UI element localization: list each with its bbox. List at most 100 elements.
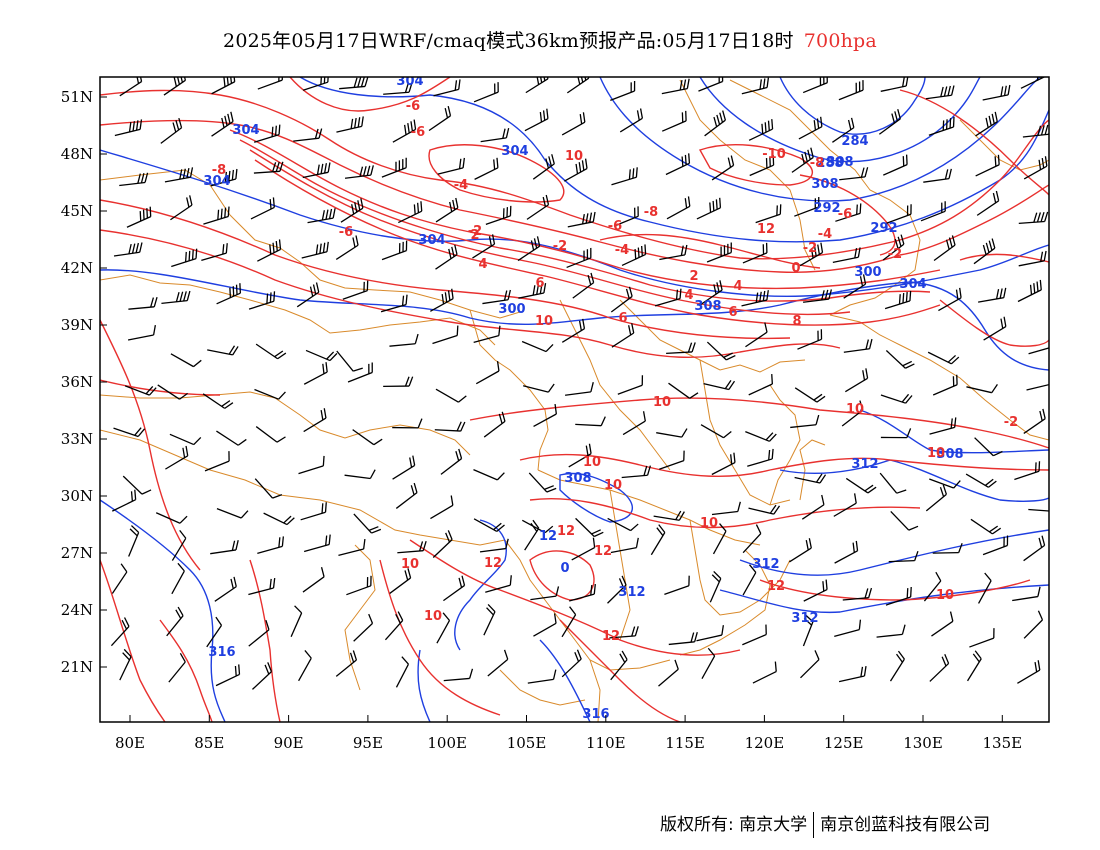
wind-barb — [925, 484, 948, 512]
wind-barb — [970, 518, 1002, 535]
wind-barb — [613, 206, 639, 227]
wind-barb — [575, 517, 604, 538]
wind-barb — [696, 197, 722, 220]
temperature-label: 10 — [936, 588, 954, 603]
temperature-label: 12 — [602, 629, 620, 644]
copyright: 版权所有: 南京大学 南京创蓝科技有限公司 — [660, 810, 990, 838]
wind-barb — [607, 517, 639, 532]
wind-barb — [884, 290, 912, 310]
wind-barb — [742, 564, 757, 596]
temperature-label: 4 — [684, 288, 693, 303]
wind-barb — [879, 472, 907, 494]
wind-barb — [938, 287, 962, 312]
wind-barb — [611, 323, 635, 348]
wind-barb — [929, 653, 950, 682]
wind-barb — [801, 494, 825, 520]
temperature-label: 10 — [583, 455, 601, 470]
wind-barb — [838, 666, 867, 683]
temperature-label: 12 — [757, 222, 775, 237]
wind-barb — [128, 297, 158, 310]
wind-barb — [799, 242, 824, 267]
wind-barb — [473, 82, 499, 103]
geopotential-label: 288 — [816, 156, 843, 171]
wind-barb — [610, 81, 636, 101]
wind-barb — [923, 168, 952, 183]
wind-barb — [119, 172, 149, 187]
wind-barb — [658, 659, 679, 687]
wind-barb — [124, 385, 157, 396]
temperature-label: 10 — [604, 478, 622, 493]
temperature-label: 12 — [484, 556, 502, 571]
x-tick-label: 115E — [665, 734, 705, 752]
wind-barb — [659, 244, 688, 261]
wind-barb — [745, 431, 777, 442]
wind-barb — [749, 155, 775, 177]
y-tick-label: 33N — [61, 430, 93, 448]
wind-barb — [607, 575, 627, 604]
geopotential-label: 12 — [539, 529, 557, 544]
temperature-label: -6 — [339, 225, 353, 240]
wind-barb — [210, 168, 238, 187]
title-main: 2025年05月17日WRF/cmaq模式36km预报产品:05月17日18时 — [223, 30, 794, 52]
wind-barb — [659, 450, 685, 470]
wind-barb — [440, 448, 463, 475]
temperature-label: 6 — [728, 305, 737, 320]
wind-barb — [257, 239, 282, 262]
wind-barb — [742, 524, 762, 554]
wind-barb — [301, 241, 329, 259]
temperature-label: 8 — [792, 314, 801, 329]
wind-barb — [342, 280, 369, 300]
copyright-left: 版权所有: 南京大学 — [660, 815, 808, 835]
x-tick-label: 100E — [427, 734, 467, 752]
wind-barb — [157, 384, 189, 400]
geopotential-label: 312 — [618, 585, 645, 600]
wind-barb — [565, 382, 594, 396]
wind-barb — [164, 167, 194, 183]
wind-barb — [566, 247, 592, 269]
wind-barb — [571, 537, 596, 561]
wind-barb — [166, 606, 184, 637]
temperature-label: -6 — [406, 99, 420, 114]
temperature-label: 10 — [535, 314, 553, 329]
wind-barb — [483, 411, 506, 438]
y-tick-label: 30N — [61, 487, 93, 505]
wind-barb — [975, 154, 1000, 177]
wind-barb — [473, 518, 505, 532]
wind-barb — [1022, 124, 1049, 138]
wind-barb — [216, 283, 242, 305]
geopotential-label: 304 — [232, 123, 259, 138]
wind-barb — [711, 452, 736, 476]
wind-barb — [339, 77, 369, 90]
wind-barb — [929, 478, 961, 489]
wind-barb — [701, 647, 716, 679]
wind-barb — [1023, 156, 1048, 180]
wind-barb — [755, 204, 782, 224]
wind-barb — [838, 80, 864, 101]
wind-barb — [966, 384, 998, 394]
temperature-label: -10 — [762, 147, 786, 162]
wind-barb — [392, 455, 416, 480]
wind-barb — [789, 538, 812, 563]
wind-barb — [1023, 535, 1046, 562]
wind-barb — [336, 350, 363, 372]
temperature-label: -8 — [644, 205, 658, 220]
wind-barb — [307, 208, 336, 224]
wind-barb — [211, 111, 234, 137]
wind-barb — [832, 117, 855, 143]
wind-barb — [435, 388, 467, 403]
geopotential-label: 312 — [851, 457, 878, 472]
wind-barb — [610, 650, 628, 681]
wind-barb — [344, 165, 374, 179]
wind-barb — [575, 416, 606, 427]
wind-barb — [803, 289, 833, 303]
wind-barb — [434, 421, 466, 432]
temperature-label: 4 — [478, 257, 487, 272]
y-tick-label: 24N — [61, 601, 93, 619]
wind-barb — [524, 108, 549, 132]
temperature-label: 10 — [653, 395, 671, 410]
wind-barb — [843, 274, 867, 299]
wind-barb — [347, 362, 373, 383]
y-tick-label: 48N — [61, 145, 93, 163]
wind-barb — [113, 242, 143, 257]
temperature-label: -2 — [803, 241, 817, 256]
